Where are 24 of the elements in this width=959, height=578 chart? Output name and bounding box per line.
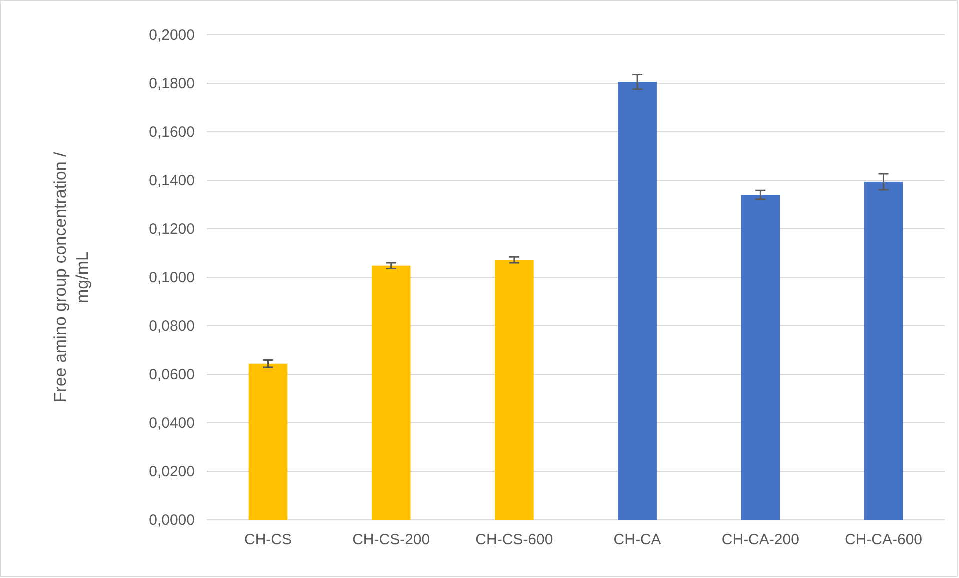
y-tick-label: 0,1000: [149, 269, 195, 286]
x-tick-label: CH-CA: [614, 532, 662, 549]
y-tick-label: 0,2000: [149, 26, 195, 44]
y-tick-label: 0,0600: [149, 366, 195, 384]
x-tick-label: CH-CS: [244, 532, 292, 549]
y-tick-label: 0,0000: [149, 512, 195, 529]
y-tick-label: 0,0800: [149, 318, 195, 335]
bar: [741, 195, 780, 520]
y-tick-label: 0,0400: [149, 414, 195, 432]
x-tick-label: CH-CA-200: [722, 532, 800, 549]
bar: [618, 82, 657, 520]
x-tick-label: CH-CS-600: [476, 532, 554, 549]
bar: [248, 364, 288, 520]
y-tick-label: 0,1200: [149, 220, 195, 238]
bar: [372, 266, 411, 520]
y-tick-label: 0,1400: [149, 172, 195, 190]
x-tick-label: CH-CS-200: [352, 532, 430, 549]
x-tick-label: CH-CA-600: [844, 532, 923, 549]
y-tick-label: 0,1600: [149, 124, 195, 141]
y-tick-label: 0,1800: [149, 75, 195, 92]
bar: [495, 260, 534, 520]
y-axis-title: Free amino group concentration / mg/mL: [51, 152, 92, 403]
y-tick-label: 0,0200: [149, 463, 195, 480]
bar: [864, 182, 904, 520]
